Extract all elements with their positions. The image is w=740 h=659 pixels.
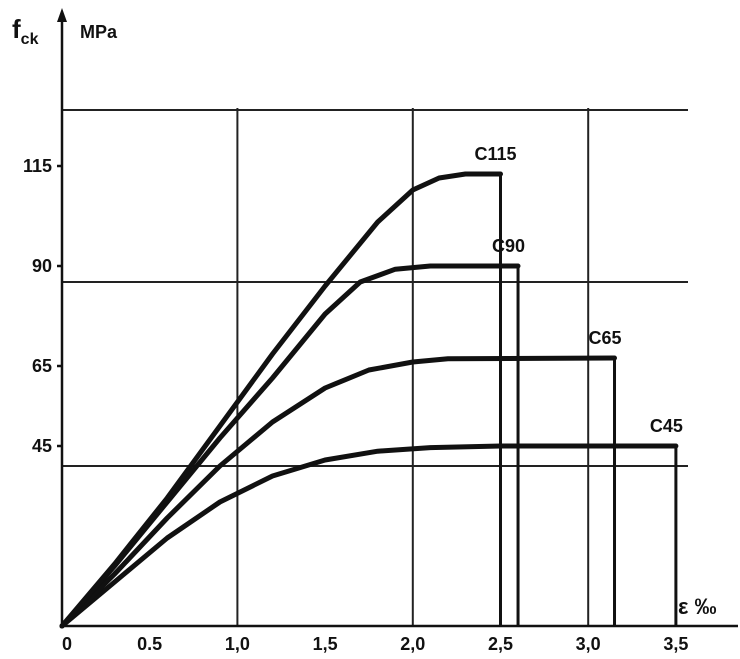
axes <box>57 8 738 628</box>
tick-labels: 0 0.5 1,0 1,5 2,0 2,5 3,0 3,5 45 65 90 115 <box>23 156 688 654</box>
x-tick-label: 3,0 <box>576 634 601 654</box>
x-tick-label: 2,5 <box>488 634 513 654</box>
series-line-c65 <box>59 355 617 629</box>
x-tick-label: 1,0 <box>225 634 250 654</box>
series-label-c90: C90 <box>492 236 525 256</box>
y-axis-arrow <box>57 8 67 22</box>
y-tick-label: 45 <box>32 436 52 456</box>
y-axis-symbol: fck <box>12 14 39 48</box>
grid <box>62 108 688 626</box>
series-label-c115: C115 <box>475 144 517 164</box>
series-line-c115 <box>59 171 503 629</box>
series-label-c65: C65 <box>589 328 622 348</box>
y-tick-label: 90 <box>32 256 52 276</box>
x-tick-label: 0.5 <box>137 634 162 654</box>
series-label-c45: C45 <box>650 416 683 436</box>
y-tick-label: 115 <box>23 156 52 176</box>
y-axis-unit: MPa <box>80 22 118 42</box>
series-line-c45 <box>59 443 679 629</box>
x-tick-label: 1,5 <box>313 634 338 654</box>
x-tick-label: 2,0 <box>400 634 425 654</box>
y-tick-label: 65 <box>32 356 52 376</box>
x-axis-label: ε ‰ <box>678 594 717 619</box>
x-tick-label: 3,5 <box>663 634 688 654</box>
curves: C45 C65 C90 C115 <box>59 144 683 629</box>
x-tick-label: 0 <box>62 634 72 654</box>
y-axis-subscript: ck <box>21 31 39 48</box>
